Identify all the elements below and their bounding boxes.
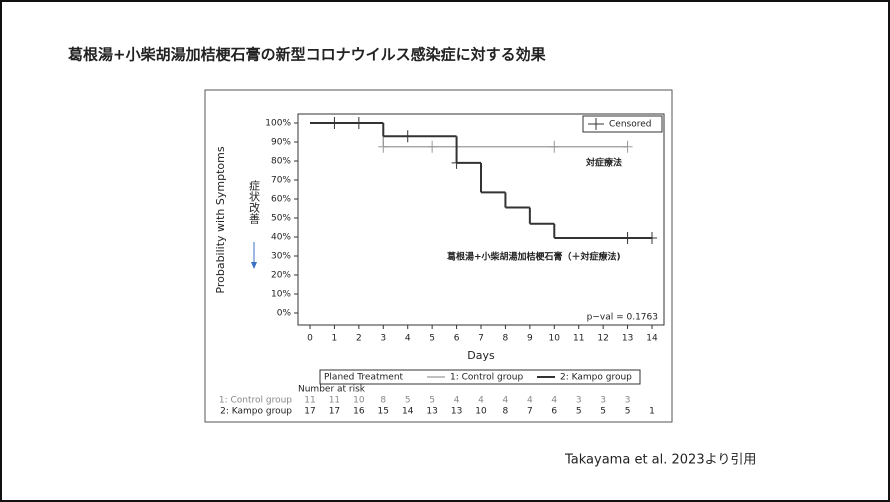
risk-count: 8 <box>503 407 509 417</box>
risk-count: 13 <box>426 407 437 417</box>
arrow-head <box>251 262 257 269</box>
x-tick-label: 3 <box>380 334 386 344</box>
risk-count: 14 <box>402 407 414 417</box>
risk-count: 5 <box>600 407 606 417</box>
censor-mark <box>549 140 560 153</box>
risk-count: 4 <box>503 396 509 406</box>
risk-count: 16 <box>353 407 365 417</box>
y-tick-label: 40% <box>271 233 291 243</box>
y-tick-label: 90% <box>271 138 291 148</box>
risk-table-title: Number at risk <box>298 385 366 395</box>
risk-count: 11 <box>304 396 315 406</box>
annotation: 症状改善 <box>248 179 261 225</box>
risk-count: 4 <box>478 396 484 406</box>
y-tick-label: 100% <box>265 119 291 129</box>
slide-title: 葛根湯+小柴胡湯加桔梗石膏の新型コロナウイルス感染症に対する効果 <box>67 46 547 64</box>
y-tick-label: 70% <box>271 176 291 186</box>
x-tick-label: 12 <box>597 334 608 344</box>
figure-frame <box>204 89 673 423</box>
x-tick-label: 7 <box>478 334 484 344</box>
risk-count: 13 <box>451 407 462 417</box>
censor-mark <box>427 140 438 153</box>
risk-count: 10 <box>353 396 365 406</box>
censor-mark <box>329 117 340 129</box>
risk-count: 4 <box>551 396 557 406</box>
risk-count: 5 <box>405 396 411 406</box>
y-tick-label: 80% <box>271 157 291 167</box>
x-tick-label: 1 <box>332 334 338 344</box>
x-tick-label: 10 <box>549 334 561 344</box>
risk-count: 10 <box>475 407 487 417</box>
risk-count: 8 <box>380 396 386 406</box>
x-tick-label: 9 <box>527 334 533 344</box>
risk-count: 4 <box>527 396 533 406</box>
x-tick-label: 13 <box>622 334 633 344</box>
risk-count: 17 <box>329 407 340 417</box>
risk-count: 5 <box>576 407 582 417</box>
risk-count: 7 <box>527 407 533 417</box>
censor-mark <box>647 231 657 244</box>
risk-count: 3 <box>625 396 631 406</box>
legend-box <box>319 369 641 385</box>
citation: Takayama et al. 2023より引用 <box>564 453 756 468</box>
risk-count: 3 <box>576 396 582 406</box>
censor-mark <box>622 140 633 153</box>
censor-legend-label: Censored <box>609 120 651 130</box>
y-tick-label: 30% <box>271 252 291 262</box>
risk-count: 17 <box>304 407 315 417</box>
y-tick-label: 60% <box>271 195 291 205</box>
censor-mark <box>451 156 462 169</box>
x-tick-label: 0 <box>307 334 313 344</box>
p-value: p−val = 0.1763 <box>587 313 658 323</box>
censor-mark <box>622 231 633 244</box>
risk-row-label: 2: Kampo group <box>220 407 292 417</box>
risk-count: 6 <box>551 407 557 417</box>
risk-count: 5 <box>625 407 631 417</box>
censor-mark <box>353 117 364 129</box>
x-tick-label: 5 <box>429 334 435 344</box>
censor-legend-box <box>582 115 663 133</box>
x-tick-label: 6 <box>454 334 460 344</box>
legend-title: Planed Treatment <box>324 373 404 383</box>
x-axis-label: Days <box>467 349 495 362</box>
censor-mark <box>378 140 389 153</box>
censor-legend-symbol <box>588 118 604 130</box>
x-tick-label: 14 <box>646 334 658 344</box>
series-label: 対症療法 <box>585 157 622 169</box>
y-tick-label: 20% <box>271 271 291 281</box>
legend-label: 1: Control group <box>450 373 523 383</box>
risk-count: 1 <box>649 407 655 417</box>
risk-count: 15 <box>378 407 389 417</box>
risk-count: 4 <box>454 396 460 406</box>
x-tick-label: 11 <box>573 334 584 344</box>
y-axis-label: Probability with Symptoms <box>214 146 227 293</box>
risk-count: 3 <box>600 396 606 406</box>
x-tick-label: 8 <box>503 334 509 344</box>
risk-count: 5 <box>429 396 435 406</box>
risk-count: 11 <box>329 396 340 406</box>
legend-label: 2: Kampo group <box>560 373 632 383</box>
x-tick-label: 2 <box>356 334 362 344</box>
censor-mark <box>402 130 413 143</box>
risk-row-label: 1: Control group <box>219 396 292 406</box>
x-tick-label: 4 <box>405 334 411 344</box>
series-label: 葛根湯+小柴胡湯加桔梗石膏（＋対症療法) <box>446 251 621 263</box>
y-tick-label: 0% <box>277 309 292 319</box>
y-tick-label: 50% <box>271 214 291 224</box>
y-tick-label: 10% <box>271 290 291 300</box>
